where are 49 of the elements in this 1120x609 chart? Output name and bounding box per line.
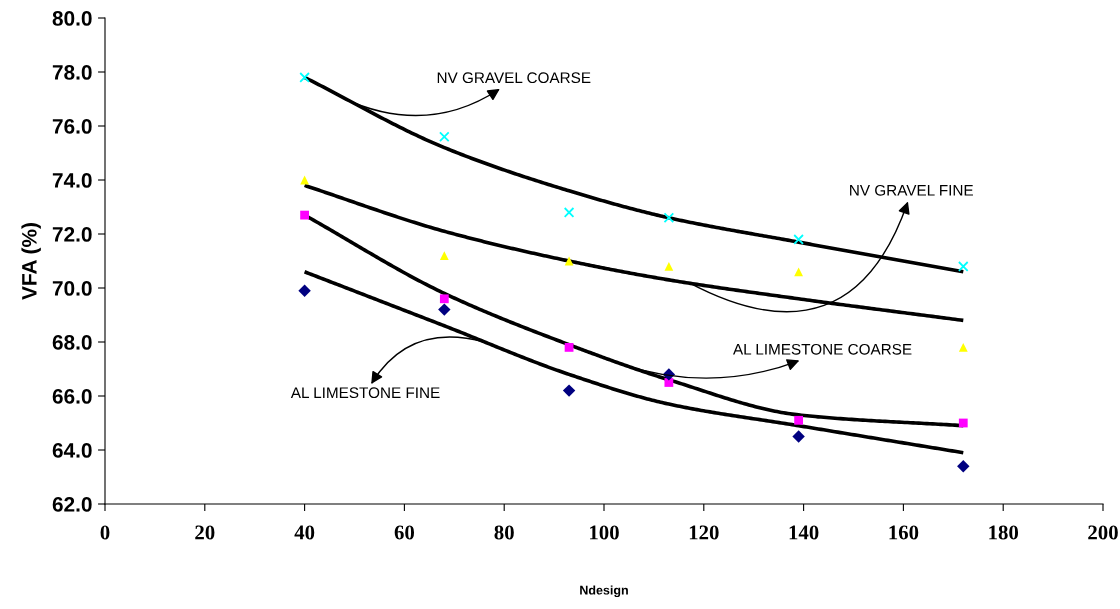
point <box>663 212 675 224</box>
point <box>794 415 803 425</box>
point <box>957 261 969 272</box>
y-tick-label: 70.0 <box>52 281 92 296</box>
x-tick-label: 0 <box>100 525 110 540</box>
point <box>793 234 804 245</box>
point <box>957 459 970 473</box>
y-tick-label: 66.0 <box>52 389 92 404</box>
point <box>438 303 451 316</box>
x-tick-label: 40 <box>294 525 315 540</box>
annotation: NV GRAVEL COARSE <box>437 72 591 84</box>
point <box>300 175 309 185</box>
annotation: AL LIMESTONE COARSE <box>733 343 912 355</box>
annotation: AL LIMESTONE FINE <box>290 387 440 399</box>
x-axis-title: Ndesign <box>580 585 628 598</box>
x-tick-label: 60 <box>394 525 415 540</box>
point <box>794 267 803 277</box>
point <box>563 207 575 218</box>
point <box>664 378 674 387</box>
x-tick-label: 200 <box>1088 525 1118 540</box>
x-tick-label: 20 <box>195 525 215 540</box>
point <box>298 284 311 297</box>
x-tick-label: 120 <box>689 525 719 540</box>
y-tick-label: 74.0 <box>52 173 92 188</box>
point <box>439 131 450 143</box>
point <box>562 384 576 397</box>
point <box>664 262 674 271</box>
point <box>958 343 968 352</box>
x-tick-label: 160 <box>889 525 919 540</box>
x-tick-label: 180 <box>989 525 1019 540</box>
point <box>299 72 310 83</box>
point <box>300 210 309 220</box>
x-tick-label: 100 <box>590 525 619 540</box>
y-tick-label: 62.0 <box>52 497 92 512</box>
y-tick-label: 76.0 <box>52 119 92 134</box>
y-tick-label: 80.0 <box>52 11 92 26</box>
y-tick-label: 64.0 <box>52 443 92 458</box>
y-axis-title: VFA (%) <box>21 223 41 300</box>
point <box>792 430 805 443</box>
annotation: NV GRAVEL FINE <box>850 184 973 196</box>
x-tick-label: 140 <box>789 525 819 540</box>
point <box>439 251 449 260</box>
y-tick-label: 78.0 <box>52 65 92 80</box>
x-tick-label: 80 <box>494 525 514 540</box>
point <box>958 418 968 428</box>
point <box>564 343 574 352</box>
point <box>439 294 449 304</box>
y-tick-label: 72.0 <box>52 227 92 242</box>
y-tick-label: 68.0 <box>52 335 92 350</box>
